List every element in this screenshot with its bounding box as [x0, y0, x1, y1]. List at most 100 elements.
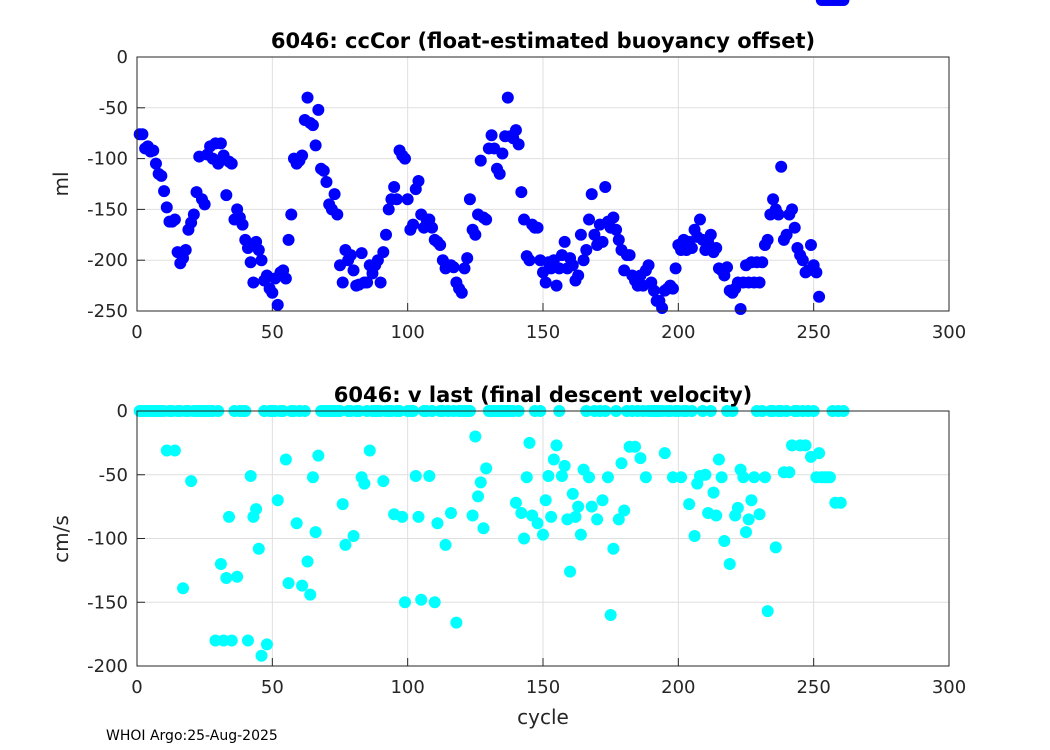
- top-data-point: [398, 152, 411, 165]
- top-data-point: [306, 119, 319, 132]
- top-data-point: [599, 181, 612, 194]
- top-data-point: [426, 221, 439, 234]
- bottom-data-point: [712, 453, 725, 466]
- bottom-data-point: [231, 570, 244, 583]
- top-data-point: [455, 286, 468, 299]
- footer-credit: WHOI Argo:25-Aug-2025: [106, 728, 278, 744]
- top-data-point: [480, 213, 493, 226]
- top-data-point: [485, 129, 498, 142]
- top-xtick-label: 0: [131, 322, 142, 343]
- bottom-data-point: [431, 517, 444, 530]
- top-data-point: [704, 228, 717, 241]
- bottom-data-point: [604, 609, 617, 621]
- top-data-point: [279, 272, 292, 285]
- top-data-point: [496, 147, 509, 160]
- top-data-point: [149, 157, 162, 170]
- top-data-point: [317, 164, 330, 177]
- top-data-point: [796, 254, 809, 267]
- top-data-point: [515, 186, 528, 199]
- top-data-point: [412, 174, 425, 187]
- bottom-data-point: [564, 565, 577, 578]
- bottom-data-point: [566, 487, 579, 500]
- bottom-data-point: [439, 538, 452, 551]
- top-data-point: [656, 301, 669, 314]
- bottom-data-point: [834, 496, 847, 509]
- bottom-axes-frame: [136, 410, 950, 667]
- bottom-data-point: [683, 498, 696, 511]
- top-data-point: [721, 261, 734, 274]
- top-data-point: [355, 247, 368, 260]
- top-data-point: [155, 169, 168, 182]
- top-data-point: [434, 238, 447, 251]
- top-data-point: [296, 149, 309, 162]
- top-data-point: [580, 244, 593, 257]
- bottom-xtick-label: 250: [796, 677, 830, 698]
- top-data-point: [347, 264, 360, 277]
- bottom-data-point: [531, 517, 544, 530]
- bottom-data-point: [301, 555, 314, 568]
- top-data-point: [390, 193, 403, 206]
- top-chart-title: 6046: ccCor (float-estimated buoyancy of…: [271, 29, 815, 53]
- bottom-data-point: [634, 452, 647, 465]
- top-data-point: [577, 254, 590, 267]
- top-ytick-label: 0: [117, 47, 128, 68]
- bottom-data-point: [547, 453, 560, 466]
- bottom-data-point: [748, 471, 761, 484]
- bottom-data-point: [469, 430, 482, 443]
- top-data-point: [285, 208, 298, 221]
- top-data-point: [786, 203, 799, 216]
- top-data-point: [147, 144, 160, 157]
- bottom-data-point: [339, 538, 352, 551]
- top-data-point: [583, 213, 596, 226]
- top-data-point: [301, 91, 314, 104]
- top-data-point: [336, 276, 349, 289]
- top-data-point: [780, 228, 793, 241]
- top-ytick-label: -250: [87, 301, 128, 322]
- bottom-data-point: [279, 453, 292, 466]
- top-data-point: [572, 269, 585, 282]
- bottom-data-point: [244, 470, 257, 483]
- top-data-point: [810, 266, 823, 279]
- bottom-data-point: [220, 572, 233, 585]
- bottom-data-point: [745, 494, 758, 507]
- top-data-point: [401, 193, 414, 206]
- top-chart-panel: 0 50 100 150 200 250 300 0 -50 -100 -150 -200 -250 60…: [49, 0, 966, 343]
- bottom-ytick-label: -200: [87, 656, 128, 677]
- bottom-data-point: [250, 503, 263, 516]
- top-data-point: [509, 124, 522, 137]
- bottom-data-point: [737, 471, 750, 484]
- top-data-point: [447, 261, 460, 274]
- top-data-point: [761, 233, 774, 246]
- top-xtick-label: 150: [526, 322, 560, 343]
- bottom-data-point: [639, 471, 652, 484]
- bottom-data-point: [550, 439, 563, 452]
- top-data-point: [382, 203, 395, 216]
- top-data-point: [523, 254, 536, 267]
- bottom-data-point: [783, 466, 796, 479]
- bottom-data-point: [601, 471, 614, 484]
- bottom-data-point: [520, 471, 533, 484]
- bottom-data-point: [477, 522, 490, 535]
- bottom-data-point: [396, 510, 409, 523]
- top-data-point: [461, 252, 474, 265]
- bottom-data-point: [415, 593, 428, 606]
- top-data-point: [647, 284, 660, 297]
- bottom-data-point: [450, 616, 463, 629]
- top-data-point: [168, 213, 181, 226]
- bottom-data-point: [558, 459, 571, 472]
- top-data-point: [463, 193, 476, 206]
- bottom-xtick-label: 200: [661, 677, 695, 698]
- bottom-data-point: [629, 440, 642, 453]
- top-data-point: [813, 290, 826, 303]
- bottom-data-point: [363, 444, 376, 457]
- top-data-point: [271, 298, 284, 311]
- top-data-point: [710, 242, 723, 255]
- top-data-point: [767, 193, 780, 206]
- bottom-data-point: [214, 558, 227, 570]
- top-data-point: [734, 302, 747, 315]
- bottom-data-point: [509, 496, 522, 509]
- bottom-ytick-label: 0: [117, 401, 128, 422]
- bottom-data-point: [539, 494, 552, 507]
- top-data-point: [666, 282, 679, 295]
- top-data-point: [266, 286, 279, 299]
